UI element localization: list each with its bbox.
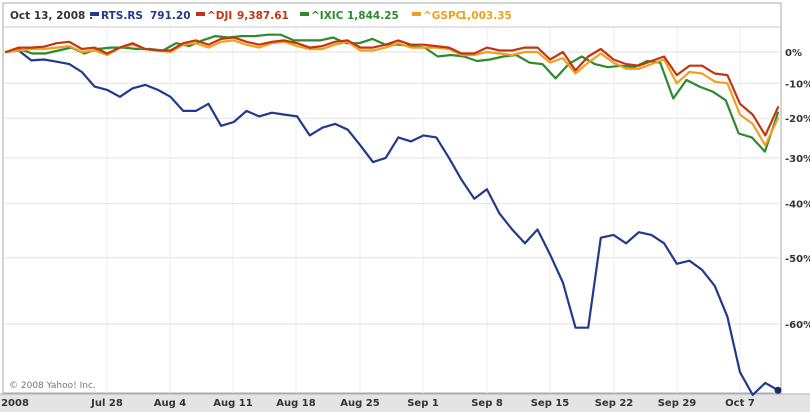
series-lines bbox=[4, 33, 780, 396]
y-tick-label: -10% bbox=[785, 79, 810, 90]
legend: Oct 13, 2008 : RTS.RS 791.20 ^DJI 9,387.… bbox=[10, 10, 512, 22]
date-label: Oct 13, 2008 : bbox=[10, 10, 93, 22]
legend-swatch-dji bbox=[196, 12, 205, 16]
x-tick-label: Sep 8 bbox=[471, 398, 503, 409]
y-tick-label: -30% bbox=[785, 154, 810, 165]
y-tick-label: -50% bbox=[785, 254, 810, 265]
x-tick-label: Sep 1 bbox=[407, 398, 439, 409]
legend-value-gspc: 1,003.35 bbox=[460, 10, 512, 22]
x-tick-label: Aug 11 bbox=[213, 398, 252, 409]
series-line-dji bbox=[4, 36, 780, 137]
y-tick-label: -60% bbox=[785, 320, 810, 331]
y-tick-label: 0% bbox=[785, 48, 802, 59]
legend-swatch-ixic bbox=[300, 12, 309, 16]
x-tick-label: Jul 28 bbox=[90, 398, 123, 409]
x-axis-band bbox=[0, 394, 810, 412]
x-tick-label: Aug 4 bbox=[154, 398, 186, 409]
x-axis-labels: 2008 Jul 28 Aug 4 Aug 11 Aug 18 Aug 25 Sep 1 Se… bbox=[1, 398, 755, 409]
x-tick-label: Oct 7 bbox=[725, 398, 755, 409]
end-markers bbox=[774, 386, 782, 394]
series-line-gspc bbox=[4, 39, 780, 147]
legend-name-ixic: ^IXIC bbox=[311, 10, 344, 22]
y-tick-label: -20% bbox=[785, 114, 810, 125]
legend-name-dji: ^DJI bbox=[207, 10, 232, 22]
series-line-rtsrs bbox=[4, 49, 780, 396]
y-tick-label: -40% bbox=[785, 200, 810, 211]
copyright-credit: © 2008 Yahoo! Inc. bbox=[9, 381, 96, 391]
x-tick-label: Sep 15 bbox=[531, 398, 570, 409]
legend-value-dji: 9,387.61 bbox=[237, 10, 289, 22]
grid bbox=[3, 28, 781, 393]
series-end-marker bbox=[774, 386, 782, 394]
legend-swatch-rts bbox=[90, 12, 99, 16]
plot-frame bbox=[2, 2, 782, 394]
x-tick-label: Sep 29 bbox=[658, 398, 697, 409]
legend-swatch-gspc bbox=[412, 12, 421, 16]
x-tick-label: Aug 18 bbox=[276, 398, 315, 409]
legend-name-rts: RTS.RS bbox=[101, 10, 143, 22]
legend-value-ixic: 1,844.25 bbox=[347, 10, 399, 22]
legend-name-gspc: ^GSPC bbox=[423, 10, 464, 22]
x-tick-label: 2008 bbox=[1, 398, 29, 409]
x-tick-label: Aug 25 bbox=[340, 398, 379, 409]
legend-value-rts: 791.20 bbox=[150, 10, 191, 22]
y-axis-labels: 0% -10% -20% -30% -40% -50% -60% bbox=[785, 48, 810, 331]
x-tick-label: Sep 22 bbox=[595, 398, 634, 409]
